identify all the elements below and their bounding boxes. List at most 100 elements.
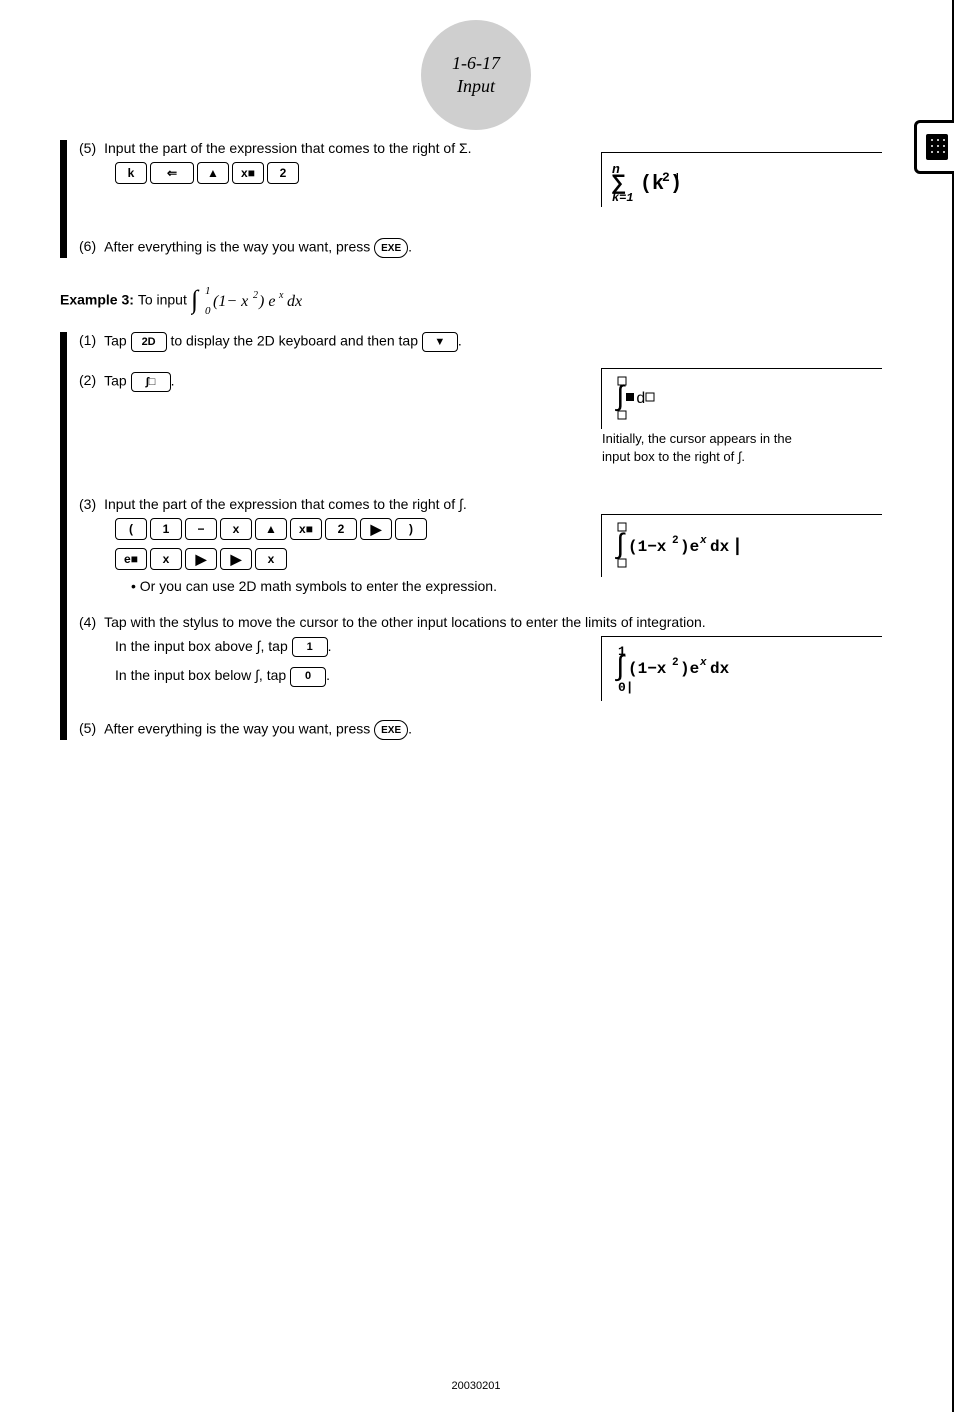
page-header-badge: 1-6-17 Input [421,20,531,130]
key-1-b[interactable]: 1 [292,637,328,657]
step2b-t1: Tap [104,373,130,389]
key-x[interactable]: x [220,518,252,540]
note-l1: Initially, the cursor appears in the [602,431,792,446]
key-dropdown-icon[interactable]: ▼ [422,332,458,352]
key-k[interactable]: k [115,162,147,184]
display2-math-icon: ∫ d [612,375,692,423]
header-line-2: Input [457,75,495,98]
svg-text:∫: ∫ [191,285,200,315]
key-integral-icon[interactable]: ∫□ [131,372,171,392]
step-3b-text: Input the part of the expression that co… [104,496,467,512]
example3-formula: ∫ 1 0 (1− x 2 ) e x dx [191,292,321,309]
key-right-icon[interactable]: ▶ [360,518,392,540]
step-1b-row: (1) Tap 2D to display the 2D keyboard an… [79,332,882,352]
key-right2-icon[interactable]: ▶ [185,548,217,570]
key-x-box[interactable]: x■ [232,162,264,184]
svg-text:d: d [636,390,646,408]
s4b-l1b: . [328,638,332,654]
key-right3-icon[interactable]: ▶ [220,548,252,570]
key-x-3[interactable]: x [255,548,287,570]
sigma-symbol: Σ [459,140,468,156]
page-frame: 1-6-17 Input (5) Input the part of the e… [0,0,954,1412]
step-4b-sub-wrap: In the input box above ∫, tap 1. In the … [79,636,882,706]
calc-display-1: n ∑ k=1 (k 2 ) | [601,152,882,207]
step-2b-row: (2) Tap ∫□. ∫ d Initially, the curso [79,372,882,472]
key-0[interactable]: 0 [290,667,326,687]
step-1b-num: (1) [79,332,96,348]
step-1b-text: Tap 2D to display the 2D keyboard and th… [104,332,462,352]
svg-text:(1− x: (1− x [213,293,248,310]
key-xbox[interactable]: x■ [290,518,322,540]
svg-text:1: 1 [205,285,211,297]
step-3b-row: (3) Input the part of the expression tha… [79,496,882,512]
s5b-after: . [408,721,412,737]
step1b-t1: Tap [104,333,130,349]
step-6a-row: (6) After everything is the way you want… [79,238,882,258]
svg-text:|: | [674,173,681,185]
exe-key-icon[interactable]: EXE [374,238,408,258]
display4-math-icon: 1 ∫ 0| (1−x 2 )e x dx [612,643,772,695]
svg-text:dx: dx [710,660,730,678]
key-1[interactable]: 1 [150,518,182,540]
svg-text:∫: ∫ [612,531,629,562]
step-5a-num: (5) [79,140,96,156]
key-x-2[interactable]: x [150,548,182,570]
step-4b-num: (4) [79,614,96,630]
exe-key2-icon[interactable]: EXE [374,720,408,740]
svg-text:k=1: k=1 [612,191,634,201]
svg-text:2: 2 [672,535,679,547]
svg-text:(1−x: (1−x [628,538,667,556]
key-minus[interactable]: − [185,518,217,540]
step-6a-after: . [408,239,412,255]
key-up-arrow-icon[interactable]: ▲ [197,162,229,184]
svg-text:dx: dx [287,293,302,310]
calc-display-3: ∫ (1−x 2 )e x dx | [601,514,882,577]
key-rparen[interactable]: ) [395,518,427,540]
s4b-l2b: . [326,667,330,683]
step1b-t2: to display the 2D keyboard and then tap [167,333,422,349]
step-2b-text: Tap ∫□. [104,372,174,392]
key-e-box[interactable]: e■ [115,548,147,570]
key-2[interactable]: 2 [267,162,299,184]
key-2b[interactable]: 2 [325,518,357,540]
example3-label: Example 3: [60,292,138,308]
svg-text:dx: dx [710,538,730,556]
step2b-t2: . [171,373,175,389]
display2-note: Initially, the cursor appears in the inp… [602,430,882,466]
step-3b-num: (3) [79,496,96,512]
key-up-icon[interactable]: ▲ [255,518,287,540]
svg-text:|: | [732,537,743,557]
calc-display-4: 1 ∫ 0| (1−x 2 )e x dx [601,636,882,701]
step-4b-row: (4) Tap with the stylus to move the curs… [79,614,882,630]
s5b-before: After everything is the way you want, pr… [104,721,374,737]
key-left-icon[interactable]: ⇐ [150,162,194,184]
integral-formula-icon: ∫ 1 0 (1− x 2 ) e x dx [191,284,321,318]
svg-text:x: x [278,290,284,301]
svg-text:2: 2 [662,170,670,185]
svg-text:)e: )e [680,660,699,678]
svg-text:(k: (k [640,173,664,196]
step1b-t3: . [458,333,462,349]
calculator-screen-icon [926,134,948,160]
step-6a-num: (6) [79,238,96,254]
key-2d[interactable]: 2D [131,332,167,352]
step-5a-text-before: Input the part of the expression that co… [104,140,459,156]
step-5a-block: (5) Input the part of the expression tha… [60,140,882,258]
key-lparen[interactable]: ( [115,518,147,540]
calc-display-2: ∫ d [601,368,882,429]
example3-line: Example 3: To input ∫ 1 0 (1− x 2 ) e x … [60,284,882,318]
display3-math-icon: ∫ (1−x 2 )e x dx | [612,521,772,571]
step-5b-row: (5) After everything is the way you want… [79,720,882,740]
step-4b-text: Tap with the stylus to move the cursor t… [104,614,706,630]
svg-text:x: x [699,535,707,547]
example3-intro: To input [138,292,191,308]
svg-text:(1−x: (1−x [628,660,667,678]
step-3b-keys-wrap: ( 1 − x ▲ x■ 2 ▶ ) e■ x ▶ ▶ x • Or [79,518,882,594]
svg-text:0: 0 [205,305,211,317]
calculator-icon [914,120,954,174]
step-2b-num: (2) [79,372,96,388]
svg-text:2: 2 [672,657,679,669]
s4b-l2a: In the input box below ∫, tap [115,667,290,683]
step-5b-text: After everything is the way you want, pr… [104,720,412,740]
display1-math-icon: n ∑ k=1 (k 2 ) | [612,159,712,201]
